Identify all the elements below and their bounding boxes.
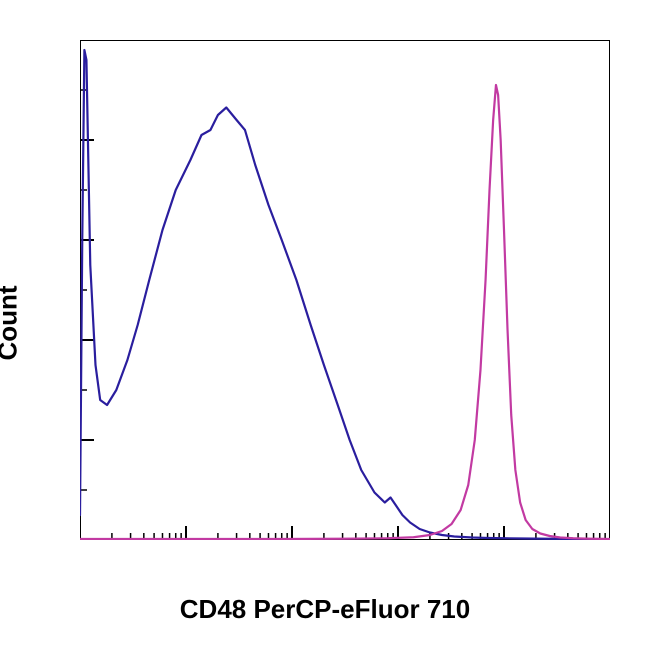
histogram-svg [80, 40, 610, 540]
x-axis-label: CD48 PerCP-eFluor 710 [180, 594, 470, 625]
plot-area [80, 40, 610, 540]
y-axis-label: Count [0, 285, 24, 360]
figure: Count CD48 PerCP-eFluor 710 [0, 0, 650, 645]
